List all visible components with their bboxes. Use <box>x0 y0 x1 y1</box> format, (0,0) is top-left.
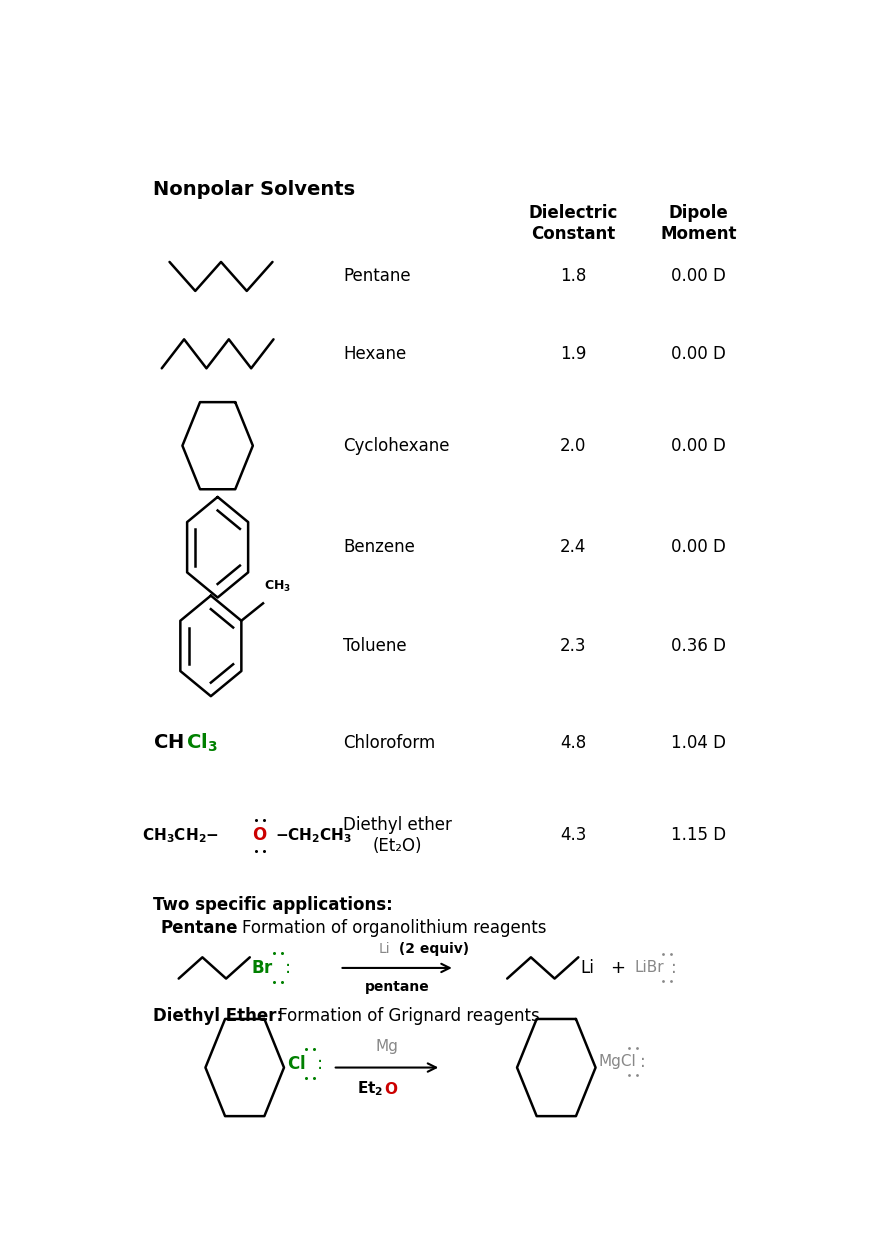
Text: Toluene: Toluene <box>343 637 406 654</box>
Text: : Formation of organolithium reagents: : Formation of organolithium reagents <box>231 919 546 937</box>
Text: :: : <box>671 958 677 977</box>
Text: Pentane: Pentane <box>160 919 238 937</box>
Text: 2.4: 2.4 <box>560 539 586 556</box>
Text: $\mathbf{Et_2}$: $\mathbf{Et_2}$ <box>357 1079 384 1098</box>
Text: (2 equiv): (2 equiv) <box>393 942 468 956</box>
Text: +: + <box>610 958 625 977</box>
Text: $\mathbf{O}$: $\mathbf{O}$ <box>252 826 267 844</box>
Text: $\mathbf{O}$: $\mathbf{O}$ <box>384 1081 398 1096</box>
Text: :: : <box>640 1053 645 1071</box>
Text: $\mathbf{CH_3}$: $\mathbf{CH_3}$ <box>265 579 292 594</box>
Text: $\mathbf{Cl}$: $\mathbf{Cl}$ <box>287 1055 305 1073</box>
Text: 1.9: 1.9 <box>560 345 586 363</box>
Text: pentane: pentane <box>364 980 429 995</box>
Text: 0.00 D: 0.00 D <box>671 268 726 285</box>
Text: Cyclohexane: Cyclohexane <box>343 437 449 455</box>
Text: 1.15 D: 1.15 D <box>671 826 726 844</box>
Text: $\mathbf{Br}$: $\mathbf{Br}$ <box>251 958 274 977</box>
Text: Mg: Mg <box>376 1039 399 1054</box>
Text: 0.00 D: 0.00 D <box>671 345 726 363</box>
Text: Formation of Grignard reagents: Formation of Grignard reagents <box>274 1007 540 1025</box>
Text: :: : <box>316 1055 323 1073</box>
Text: 4.3: 4.3 <box>560 826 586 844</box>
Text: 2.0: 2.0 <box>560 437 586 455</box>
Text: Dipole
Moment: Dipole Moment <box>660 203 737 242</box>
Text: 0.36 D: 0.36 D <box>671 637 726 654</box>
Text: Hexane: Hexane <box>343 345 406 363</box>
Text: $\mathbf{CH_3CH_2{-}}$: $\mathbf{CH_3CH_2{-}}$ <box>142 826 218 845</box>
Text: Diethyl ether
(Et₂O): Diethyl ether (Et₂O) <box>343 816 452 855</box>
Text: 1.8: 1.8 <box>560 268 586 285</box>
Text: MgCl: MgCl <box>599 1054 636 1069</box>
Text: 1.04 D: 1.04 D <box>671 734 726 751</box>
Text: Diethyl Ether:: Diethyl Ether: <box>153 1007 283 1025</box>
Text: 2.3: 2.3 <box>560 637 586 654</box>
Text: 0.00 D: 0.00 D <box>671 539 726 556</box>
Text: Two specific applications:: Two specific applications: <box>153 896 393 914</box>
Text: $\mathbf{{-}CH_2CH_3}$: $\mathbf{{-}CH_2CH_3}$ <box>274 826 352 845</box>
Text: Chloroform: Chloroform <box>343 734 435 751</box>
Text: 4.8: 4.8 <box>560 734 586 751</box>
Text: $\mathbf{Cl_3}$: $\mathbf{Cl_3}$ <box>186 731 218 754</box>
Text: Benzene: Benzene <box>343 539 415 556</box>
Text: $\mathbf{CH}$: $\mathbf{CH}$ <box>153 734 184 752</box>
Text: 0.00 D: 0.00 D <box>671 437 726 455</box>
Text: :: : <box>285 958 291 977</box>
Text: Nonpolar Solvents: Nonpolar Solvents <box>153 180 356 198</box>
Text: Pentane: Pentane <box>343 268 411 285</box>
Text: Li: Li <box>580 958 594 977</box>
Text: Li: Li <box>378 942 391 956</box>
Text: LiBr: LiBr <box>635 961 664 976</box>
Text: Dielectric
Constant: Dielectric Constant <box>529 203 618 242</box>
